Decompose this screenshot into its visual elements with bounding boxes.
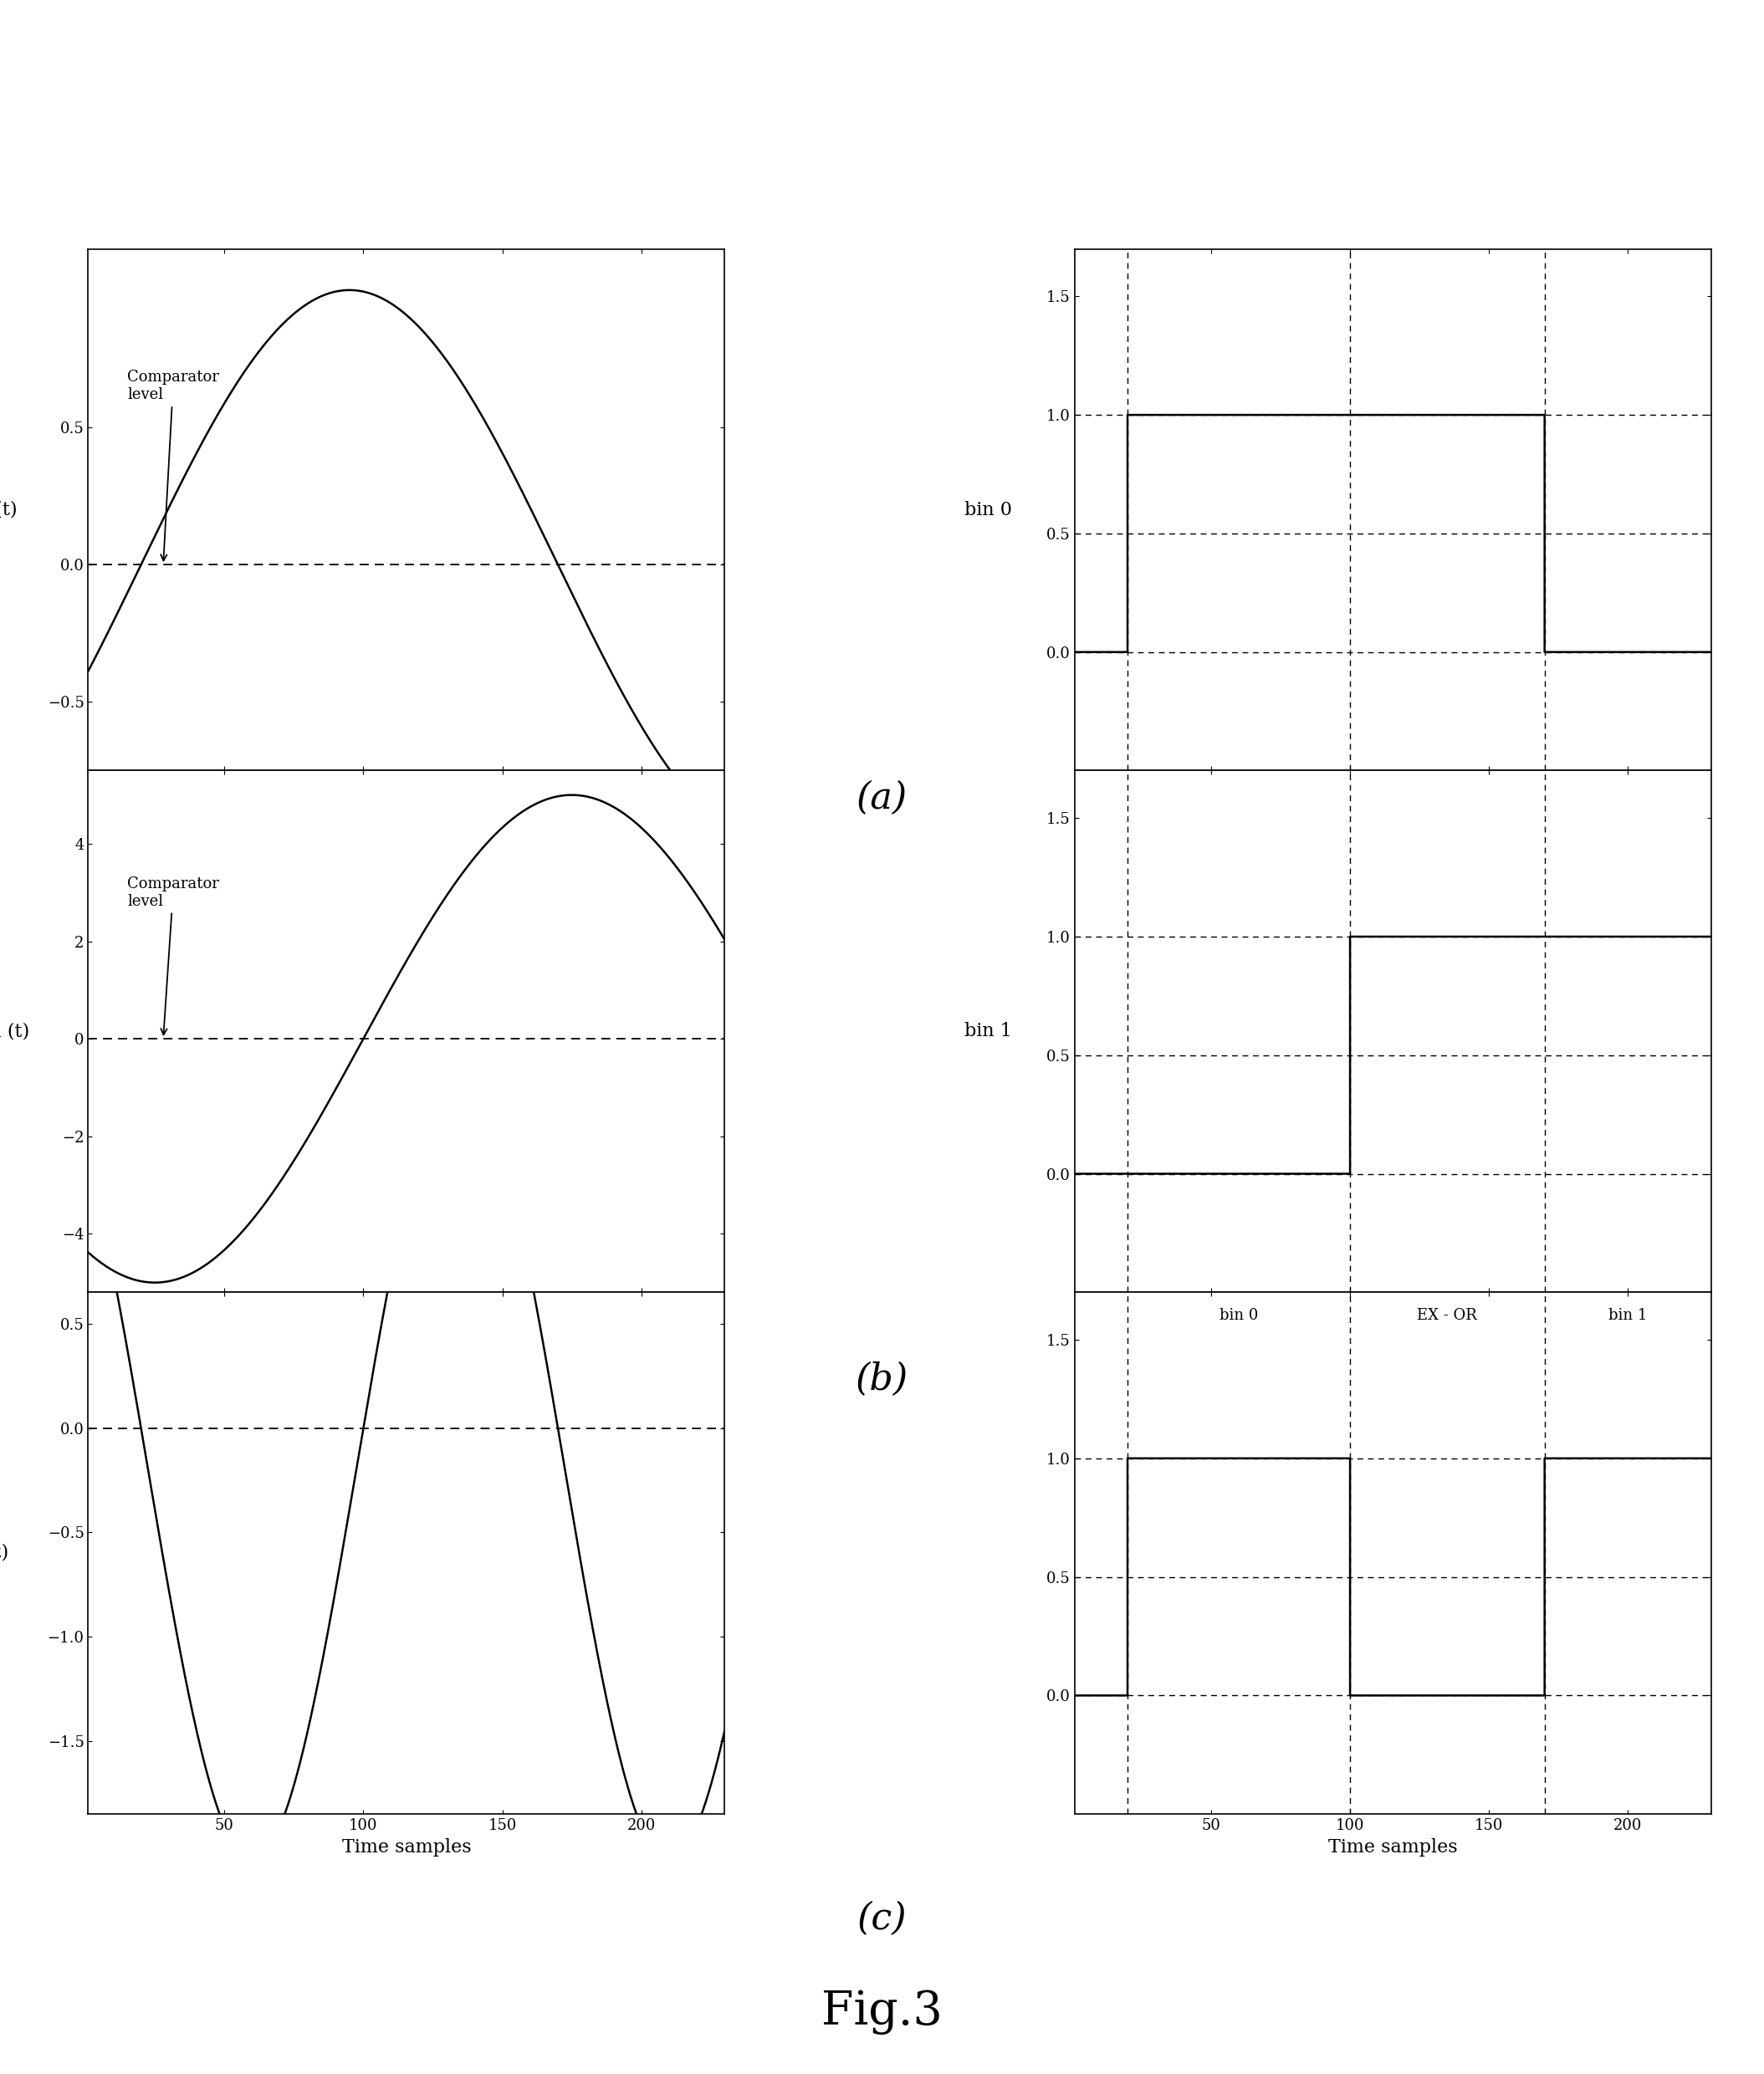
Text: Comparator
level: Comparator level <box>127 369 219 560</box>
Text: (b): (b) <box>856 1361 908 1398</box>
Text: EX - OR: EX - OR <box>1416 1309 1476 1323</box>
Y-axis label: y (t): y (t) <box>0 1543 9 1562</box>
Text: (a): (a) <box>856 780 908 817</box>
Y-axis label: x o (t): x o (t) <box>0 500 18 518</box>
Y-axis label: x l (t): x l (t) <box>0 1022 28 1041</box>
Text: Fig.3: Fig.3 <box>822 1989 942 2035</box>
X-axis label: Time samples: Time samples <box>1328 1838 1457 1856</box>
Y-axis label: bin 1: bin 1 <box>965 1022 1013 1041</box>
Y-axis label: bin 0: bin 0 <box>965 500 1013 518</box>
Text: Comparator
level: Comparator level <box>127 877 219 1035</box>
Text: bin 1: bin 1 <box>1609 1309 1648 1323</box>
Text: bin 0: bin 0 <box>1219 1309 1258 1323</box>
X-axis label: Time samples: Time samples <box>342 1838 471 1856</box>
Text: (c): (c) <box>857 1900 907 1937</box>
